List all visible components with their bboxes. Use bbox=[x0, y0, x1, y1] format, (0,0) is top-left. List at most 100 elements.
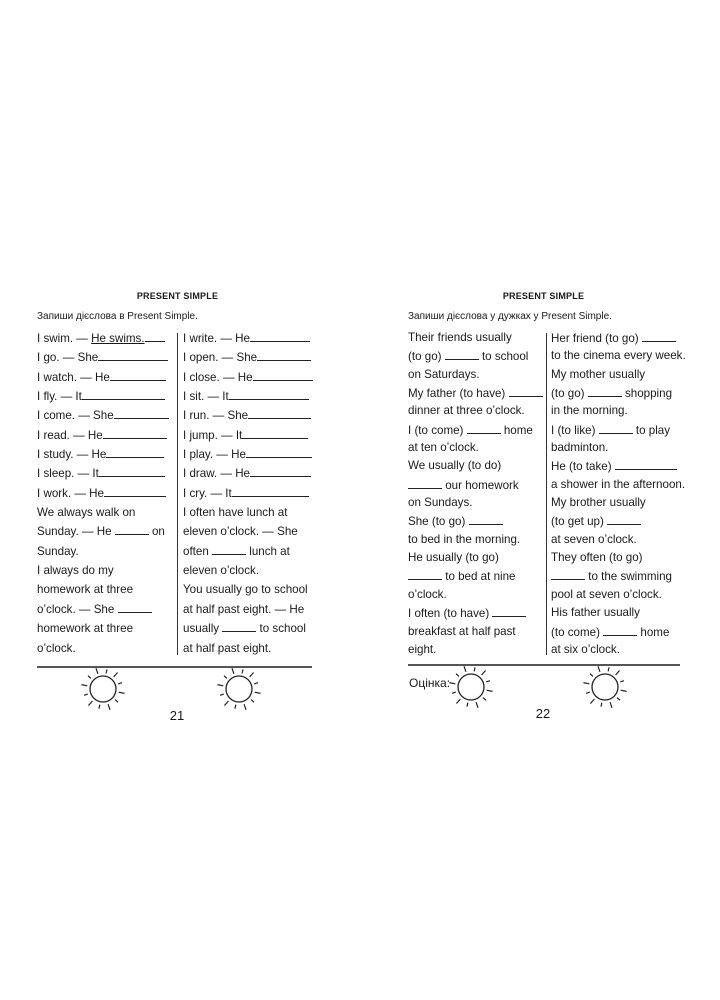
exercise-column-left: I swim. — He swims. I go. — She I watch. —… bbox=[37, 329, 173, 658]
line-text: I study. — He bbox=[37, 448, 107, 462]
answer-blank[interactable] bbox=[408, 476, 442, 489]
exercise-line: I cry. — It bbox=[183, 484, 315, 503]
exercise-line: Sunday. bbox=[37, 542, 173, 561]
exercise-line: to bed in the morning. bbox=[408, 531, 544, 549]
line-text: I write. — He bbox=[183, 332, 250, 345]
answer-blank[interactable] bbox=[117, 600, 152, 613]
exercise-line: They often (to go) bbox=[551, 549, 685, 567]
exercise-line: I always do my bbox=[37, 561, 173, 580]
answer-blank[interactable] bbox=[641, 329, 676, 342]
answer-blank[interactable] bbox=[257, 348, 312, 362]
line-text: Their friends usually bbox=[408, 331, 512, 344]
exercise-line: I (to come) home bbox=[408, 421, 544, 439]
answer-blank[interactable] bbox=[468, 512, 503, 526]
page-title: PRESENT SIMPLE bbox=[502, 291, 585, 301]
line-text: I draw. — He bbox=[183, 467, 251, 481]
answer-blank[interactable] bbox=[444, 347, 479, 361]
line-text: Her friend (to go) bbox=[551, 332, 642, 345]
answer-blank[interactable] bbox=[408, 567, 442, 581]
line-text: We usually (to do) bbox=[408, 459, 502, 473]
exercise-line: Their friends usually bbox=[408, 329, 544, 347]
line-text: (to get up) bbox=[551, 515, 608, 529]
exercise-line: on Saturdays. bbox=[408, 366, 544, 384]
answer-blank[interactable] bbox=[231, 484, 309, 497]
line-text: I often have lunch at bbox=[183, 506, 288, 520]
answer-blank[interactable] bbox=[102, 426, 167, 439]
answer-blank[interactable] bbox=[466, 421, 501, 434]
exercise-line: I run. — She bbox=[183, 406, 315, 425]
answer-blank[interactable] bbox=[104, 484, 166, 497]
answer-blank[interactable] bbox=[551, 567, 585, 581]
answer-blank[interactable] bbox=[250, 464, 312, 478]
exercise-line: I sleep. — It bbox=[37, 464, 173, 483]
line-text: I close. — He bbox=[183, 370, 253, 384]
line-text: I come. — She bbox=[37, 409, 114, 423]
line-text: My mother usually bbox=[551, 367, 646, 381]
exercise-line: He usually (to go) bbox=[408, 549, 544, 567]
answer-blank[interactable] bbox=[222, 619, 257, 633]
sun-icon bbox=[449, 665, 493, 709]
answer-blank[interactable] bbox=[109, 368, 166, 381]
answer-blank[interactable] bbox=[144, 329, 165, 342]
exercise-line: I open. — She bbox=[183, 348, 315, 367]
line-text: (to come) bbox=[551, 625, 604, 639]
exercise-line: to the cinema every week. bbox=[551, 347, 686, 365]
line-text: a shower in the afternoon. bbox=[551, 477, 686, 491]
exercise-line: (to go) shopping bbox=[551, 384, 685, 402]
answer-blank[interactable] bbox=[250, 329, 310, 342]
exercise-line: to the swimming bbox=[551, 567, 685, 585]
line-text-after: lunch at bbox=[246, 544, 290, 558]
exercise-line: I often (to have) bbox=[408, 604, 544, 622]
answer-blank[interactable] bbox=[228, 387, 309, 401]
line-text: at six o’clock. bbox=[551, 642, 620, 656]
line-text: I cry. — It bbox=[183, 486, 232, 500]
answer-blank[interactable] bbox=[212, 542, 247, 555]
exercise-line: at seven o’clock. bbox=[551, 531, 685, 549]
answer-blank[interactable] bbox=[245, 445, 312, 459]
exercise-line: at ten o’clock. bbox=[408, 439, 544, 457]
exercise-line: I (to like) to play bbox=[551, 421, 685, 439]
line-text-after: shopping bbox=[621, 387, 673, 401]
line-text: on Saturdays. bbox=[408, 367, 480, 381]
answer-blank[interactable] bbox=[113, 406, 169, 420]
answer-blank[interactable] bbox=[598, 421, 633, 434]
answer-blank[interactable] bbox=[248, 406, 312, 420]
exercise-line: I read. — He bbox=[37, 426, 173, 445]
exercise-line: His father usually bbox=[551, 604, 685, 622]
line-text: I read. — He bbox=[37, 428, 103, 442]
page-number: 22 bbox=[535, 706, 551, 721]
exercise-line: o’clock. — She bbox=[37, 600, 173, 619]
answer-blank[interactable] bbox=[603, 623, 638, 636]
answer-blank[interactable] bbox=[114, 522, 149, 536]
answer-blank[interactable] bbox=[106, 445, 165, 459]
answer-blank[interactable] bbox=[98, 464, 165, 478]
line-text: at half past eight. bbox=[183, 641, 272, 655]
line-text: to the cinema every week. bbox=[551, 349, 686, 363]
line-text: I run. — She bbox=[183, 409, 249, 423]
exercise-line: She (to go) bbox=[408, 512, 544, 530]
answer-blank[interactable] bbox=[492, 604, 527, 618]
exercise-line: a shower in the afternoon. bbox=[551, 476, 685, 494]
exercise-line: on Sundays. bbox=[408, 494, 544, 512]
line-text: (to go) bbox=[408, 350, 445, 364]
answer-blank[interactable] bbox=[242, 426, 309, 439]
answer-blank[interactable] bbox=[252, 368, 313, 381]
page-title: PRESENT SIMPLE bbox=[136, 291, 219, 301]
answer-blank[interactable] bbox=[607, 512, 642, 526]
answer-blank[interactable] bbox=[587, 384, 622, 398]
line-text: eight. bbox=[408, 642, 437, 656]
line-text-after: on bbox=[148, 525, 165, 539]
exercise-line: pool at seven o’clock. bbox=[551, 586, 685, 604]
exercise-line: o’clock. bbox=[408, 586, 544, 604]
answer-blank[interactable] bbox=[614, 457, 677, 471]
sun-icon bbox=[81, 667, 125, 711]
column-divider bbox=[546, 333, 547, 655]
exercise-line: My mother usually bbox=[551, 366, 685, 384]
line-text: Sunday. — He bbox=[37, 525, 115, 539]
answer-blank[interactable] bbox=[508, 384, 543, 398]
answer-blank[interactable] bbox=[98, 348, 169, 362]
line-text-after: home bbox=[637, 625, 670, 639]
answer-blank[interactable] bbox=[81, 387, 165, 401]
column-divider bbox=[177, 333, 178, 655]
line-text-after: our homework bbox=[442, 478, 519, 492]
